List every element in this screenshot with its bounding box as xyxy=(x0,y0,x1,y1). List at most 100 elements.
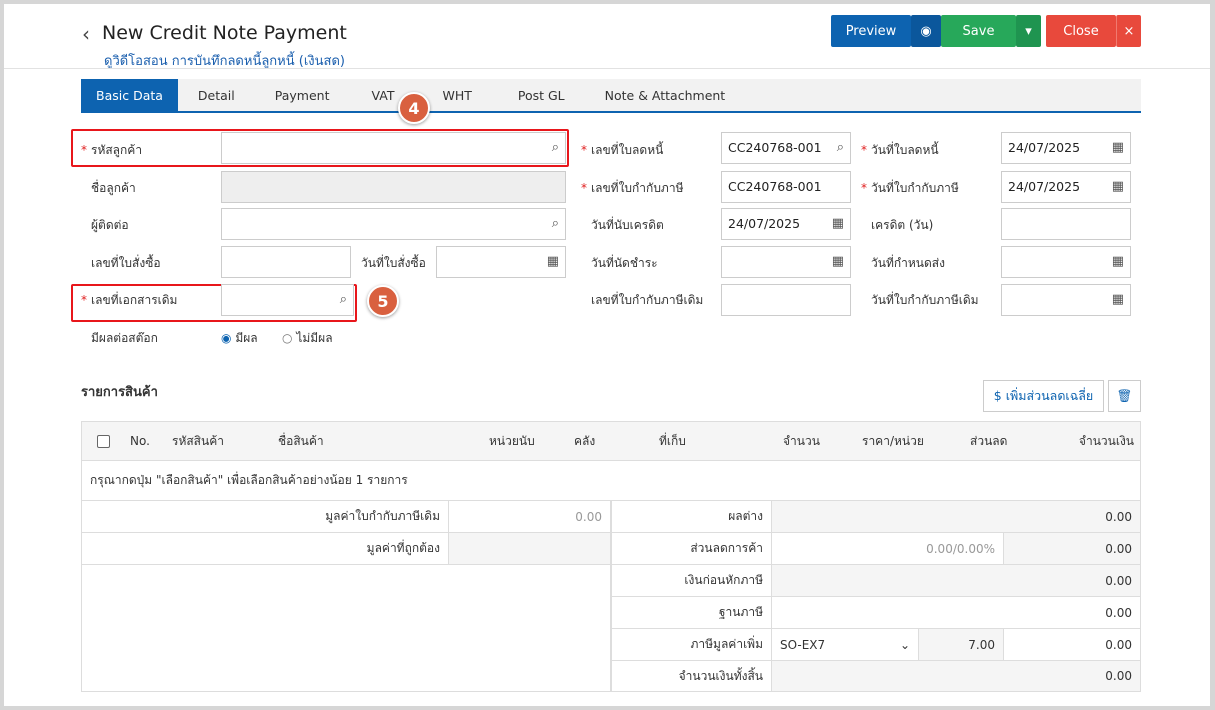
col-location: ที่เก็บ xyxy=(659,433,686,448)
tab-detail[interactable]: Detail xyxy=(197,88,235,103)
due-date-label: วันที่นัดชำระ xyxy=(591,256,658,270)
credit-days-input[interactable] xyxy=(1001,208,1131,240)
search-icon[interactable]: ⌕ xyxy=(339,292,347,307)
po-no-input[interactable] xyxy=(221,246,351,278)
po-date-label: วันที่ใบสั่งซื้อ xyxy=(361,256,426,270)
tab-post-gl[interactable]: Post GL xyxy=(517,88,565,103)
trade-discount-input[interactable]: 0.00/0.00% xyxy=(771,532,1004,565)
orig-tax-no-input[interactable] xyxy=(721,284,851,316)
calendar-icon[interactable]: ▦ xyxy=(1111,179,1124,194)
close-icon[interactable]: × xyxy=(1116,15,1141,47)
cn-date-input[interactable]: 24/07/2025 ▦ xyxy=(1001,132,1131,164)
chevron-down-icon: ⌄ xyxy=(899,637,910,652)
preview-button[interactable]: Preview xyxy=(831,15,911,47)
orig-tax-no-label: เลขที่ใบกำกับภาษีเดิม xyxy=(591,293,704,307)
save-button[interactable]: Save xyxy=(941,15,1016,47)
back-icon[interactable]: ‹ xyxy=(82,22,90,46)
tax-base-label: ฐานภาษี xyxy=(611,596,772,629)
vat-code-select[interactable]: SO-EX7 ⌄ xyxy=(771,628,919,661)
tutorial-link[interactable]: ดูวิดีโอสอน การบันทึกลดหนี้ลูกหนี้ (เงิน… xyxy=(104,54,345,69)
total-label: จำนวนเงินทั้งสิ้น xyxy=(611,660,772,692)
credit-date-input[interactable]: 24/07/2025 ▦ xyxy=(721,208,851,240)
page-title: New Credit Note Payment xyxy=(102,22,347,44)
cn-no-label: * เลขที่ใบลดหนี้ xyxy=(581,143,664,157)
stock-effect-label: มีผลต่อสต๊อก xyxy=(91,331,158,345)
vat-code-value: SO-EX7 xyxy=(780,637,826,652)
highlight-box xyxy=(71,129,569,167)
tab-wht[interactable]: WHT xyxy=(442,88,472,103)
calendar-icon[interactable]: ▦ xyxy=(1111,140,1124,155)
ref-doc-label: * เลขที่เอกสารเดิม xyxy=(81,293,178,307)
search-icon[interactable]: ⌕ xyxy=(836,140,844,155)
calendar-icon[interactable]: ▦ xyxy=(546,254,559,269)
col-amount: จำนวนเงิน xyxy=(1078,433,1134,448)
total-value: 0.00 xyxy=(771,660,1141,692)
pre-tax-value: 0.00 xyxy=(771,564,1141,597)
search-icon[interactable]: ⌕ xyxy=(551,140,559,155)
ref-doc-input[interactable]: ⌕ xyxy=(221,284,354,316)
cn-no-input[interactable]: CC240768-001 ⌕ xyxy=(721,132,851,164)
tax-no-input[interactable]: CC240768-001 xyxy=(721,171,851,203)
calendar-icon[interactable]: ▦ xyxy=(831,216,844,231)
items-empty-message: กรุณากดปุ่ม "เลือกสินค้า" เพื่อเลือกสินค… xyxy=(81,460,1141,501)
delivery-date-label: วันที่กำหนดส่ง xyxy=(871,256,945,270)
customer-code-input[interactable]: ⌕ xyxy=(221,132,566,164)
eye-icon[interactable]: ◉ xyxy=(911,15,941,47)
col-code: รหัสสินค้า xyxy=(172,433,224,448)
trade-discount-value: 0.00 xyxy=(1003,532,1141,565)
customer-name-input xyxy=(221,171,566,203)
orig-value-label: มูลค่าใบกำกับภาษีเดิม xyxy=(81,500,449,533)
step-badge-5: 5 xyxy=(367,285,399,317)
correct-value-label: มูลค่าที่ถูกต้อง xyxy=(81,532,449,565)
contact-label: ผู้ติดต่อ xyxy=(91,218,129,232)
tax-date-input[interactable]: 24/07/2025 ▦ xyxy=(1001,171,1131,203)
delivery-date-input[interactable]: ▦ xyxy=(1001,246,1131,278)
vat-value[interactable]: 0.00 xyxy=(1003,628,1141,661)
diff-label: ผลต่าง xyxy=(611,500,772,533)
page: ‹ New Credit Note Payment ดูวิดีโอสอน กา… xyxy=(4,4,1210,706)
stock-yes-radio[interactable]: ◉ มีผล xyxy=(221,331,258,345)
col-discount: ส่วนลด xyxy=(970,433,1008,448)
vat-label: ภาษีมูลค่าเพิ่ม xyxy=(611,628,772,661)
customer-code-label: * รหัสลูกค้า xyxy=(81,143,143,157)
tab-basic-data[interactable]: Basic Data xyxy=(81,79,178,111)
tax-date-label: * วันที่ใบกำกับภาษี xyxy=(861,181,959,195)
po-date-input[interactable]: ▦ xyxy=(436,246,566,278)
col-name: ชื่อสินค้า xyxy=(278,433,324,448)
orig-tax-date-label: วันที่ใบกำกับภาษีเดิม xyxy=(871,293,979,307)
trade-discount-label: ส่วนลดการค้า xyxy=(611,532,772,565)
col-unit: หน่วยนับ xyxy=(489,433,535,448)
calendar-icon[interactable]: ▦ xyxy=(1111,254,1124,269)
credit-days-label: เครดิต (วัน) xyxy=(871,218,934,232)
summary-blank xyxy=(81,564,611,692)
orig-value-input[interactable]: 0.00 xyxy=(448,500,611,533)
due-date-input[interactable]: ▦ xyxy=(721,246,851,278)
add-average-discount-button[interactable]: $ เพิ่มส่วนลดเฉลี่ย xyxy=(983,380,1104,412)
tax-base-input[interactable]: 0.00 xyxy=(771,596,1141,629)
items-table-header: No. รหัสสินค้า ชื่อสินค้า หน่วยนับ คลัง … xyxy=(81,421,1141,461)
highlight-box xyxy=(71,284,357,322)
stock-no-radio[interactable]: ○ ไม่มีผล xyxy=(282,331,333,345)
divider xyxy=(4,68,1210,69)
step-badge-4: 4 xyxy=(398,92,430,124)
tab-payment[interactable]: Payment xyxy=(274,88,330,103)
po-no-label: เลขที่ใบสั่งซื้อ xyxy=(91,256,161,270)
select-all-checkbox[interactable] xyxy=(97,434,110,448)
tab-vat[interactable]: VAT xyxy=(371,88,395,103)
correct-value xyxy=(448,532,611,565)
customer-name-label: ชื่อลูกค้า xyxy=(91,181,136,195)
delete-icon[interactable]: 🗑 xyxy=(1108,380,1141,412)
orig-tax-date-input[interactable]: ▦ xyxy=(1001,284,1131,316)
col-price: ราคา/หน่วย xyxy=(862,433,924,448)
pre-tax-label: เงินก่อนหักภาษี xyxy=(611,564,772,597)
tab-bar: Basic Data Detail Payment VAT WHT Post G… xyxy=(81,79,1141,113)
contact-input[interactable]: ⌕ xyxy=(221,208,566,240)
close-button[interactable]: Close xyxy=(1046,15,1116,47)
save-dropdown-icon[interactable]: ▾ xyxy=(1016,15,1041,47)
calendar-icon[interactable]: ▦ xyxy=(1111,292,1124,307)
search-icon[interactable]: ⌕ xyxy=(551,216,559,231)
calendar-icon[interactable]: ▦ xyxy=(831,254,844,269)
tab-note-attachment[interactable]: Note & Attachment xyxy=(604,88,726,103)
tax-no-label: * เลขที่ใบกำกับภาษี xyxy=(581,181,684,195)
items-title: รายการสินค้า xyxy=(81,385,158,400)
